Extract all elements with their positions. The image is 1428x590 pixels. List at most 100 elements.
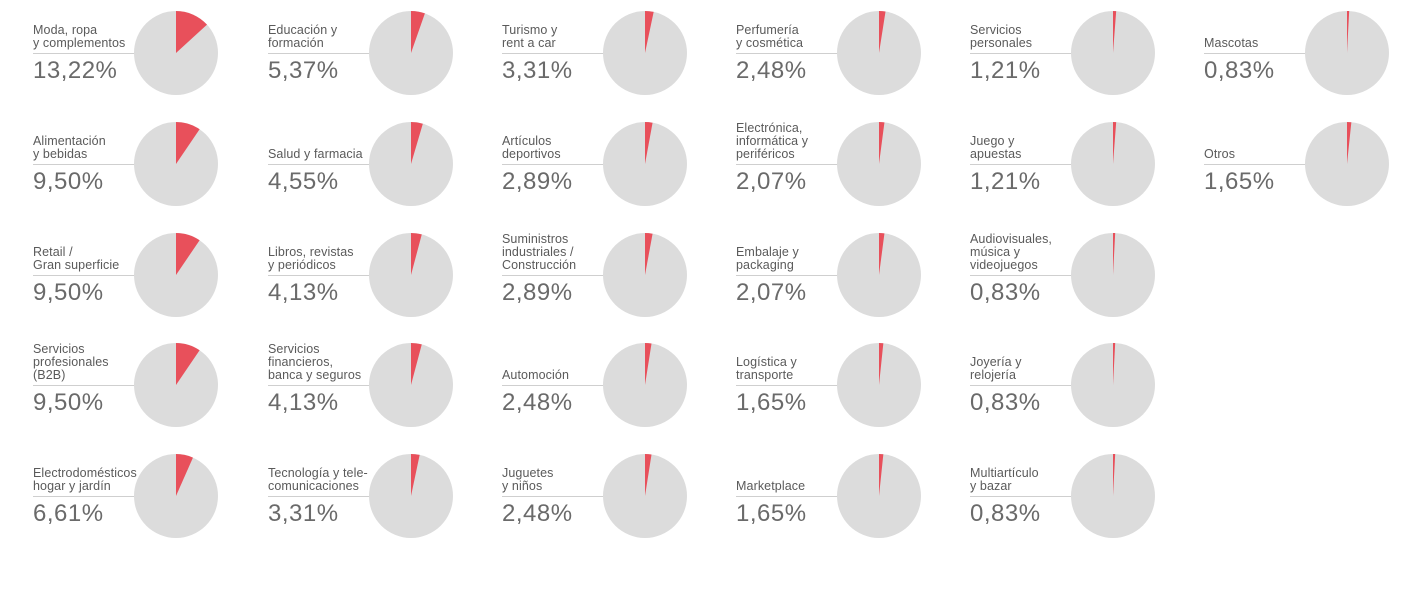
pie-label: Audiovisuales, música y videojuegos: [970, 232, 1053, 272]
pie-chart: [1305, 122, 1389, 206]
pie-item: Servicios financieros, banca y seguros 4,…: [268, 342, 502, 432]
pie-value: 0,83%: [970, 389, 1041, 416]
label-divider: [268, 385, 398, 386]
pie-item: Retail / Gran superficie 9,50%: [33, 232, 267, 322]
pie-item: Electrónica, informática y periféricos 2,…: [736, 121, 970, 211]
pie-slice: [645, 11, 654, 53]
pie-item: Perfumería y cosmética 2,48%: [736, 10, 970, 100]
label-divider: [502, 385, 632, 386]
pie-label: Electrónica, informática y periféricos: [736, 121, 809, 161]
pie-label: Electrodomésticos hogar y jardín: [33, 466, 137, 493]
pie-chart: [134, 11, 218, 95]
pie-value: 6,61%: [33, 500, 104, 527]
label-divider: [736, 275, 866, 276]
pie-item: Salud y farmacia 4,55%: [268, 121, 502, 211]
label-divider: [33, 53, 163, 54]
pie-item: Mascotas 0,83%: [1204, 10, 1428, 100]
pie-chart: [603, 343, 687, 427]
label-divider: [736, 53, 866, 54]
label-divider: [33, 164, 163, 165]
pie-item: Libros, revistas y periódicos 4,13%: [268, 232, 502, 322]
pie-chart: [369, 233, 453, 317]
pie-value: 2,07%: [736, 279, 807, 306]
label-divider: [502, 164, 632, 165]
pie-value: 2,89%: [502, 168, 573, 195]
pie-chart: [1071, 233, 1155, 317]
pie-chart: [837, 232, 921, 317]
pie-item: Logística y transporte 1,65%: [736, 342, 970, 432]
pie-slice: [645, 122, 653, 164]
pie-label: Otros: [1204, 147, 1236, 161]
pie-slice: [645, 343, 652, 385]
pie-label: Educación y formación: [268, 23, 338, 50]
pie-item: Servicios profesionales (B2B) 9,50%: [33, 342, 267, 432]
pie-item: Turismo y rent a car 3,31%: [502, 10, 736, 100]
label-divider: [502, 53, 632, 54]
pie-chart: [134, 343, 218, 427]
pie-value: 4,13%: [268, 389, 339, 416]
pie-slice: [411, 343, 422, 385]
pie-item: Juego y apuestas 1,21%: [970, 121, 1204, 211]
pie-slice: [176, 454, 193, 496]
pie-chart: [603, 122, 687, 206]
pie-item: Juguetes y niños 2,48%: [502, 453, 736, 543]
pie-label: Marketplace: [736, 479, 806, 493]
pie-label: Servicios financieros, banca y seguros: [268, 342, 362, 382]
pie-chart: [603, 233, 687, 317]
pie-label: Servicios personales: [970, 23, 1033, 50]
label-divider: [268, 53, 398, 54]
pie-label: Joyería y relojería: [970, 355, 1022, 382]
pie-value: 2,48%: [736, 57, 807, 84]
label-divider: [1204, 53, 1334, 54]
pie-label: Mascotas: [1204, 36, 1259, 50]
pie-slice: [1113, 122, 1117, 164]
pie-value: 0,83%: [1204, 57, 1275, 84]
pie-slice: [1347, 11, 1350, 53]
pie-value: 0,83%: [970, 500, 1041, 527]
label-divider: [736, 164, 866, 165]
pie-value: 9,50%: [33, 168, 104, 195]
pie-label: Moda, ropa y complementos: [33, 23, 126, 50]
pie-slice: [176, 11, 208, 53]
pie-label: Artículos deportivos: [502, 134, 561, 161]
label-divider: [1204, 164, 1334, 165]
pie-slice: [1113, 454, 1116, 496]
pie-slice: [1113, 10, 1117, 53]
pie-label: Automoción: [502, 368, 570, 382]
pie-item: Multiartículo y bazar 0,83%: [970, 453, 1204, 543]
pie-item: Otros 1,65%: [1204, 121, 1428, 211]
label-divider: [970, 53, 1100, 54]
pie-item: Tecnología y tele- comunicaciones 3,31%: [268, 453, 502, 543]
pie-chart: [837, 11, 921, 95]
pie-chart: [603, 454, 687, 538]
pie-value: 1,65%: [736, 500, 807, 527]
pie-value: 1,65%: [1204, 168, 1275, 195]
pie-slice: [879, 11, 886, 53]
pie-slice: [176, 122, 200, 164]
pie-slice: [645, 233, 653, 275]
label-divider: [33, 385, 163, 386]
pie-label: Embalaje y packaging: [736, 245, 799, 272]
pie-value: 2,48%: [502, 389, 573, 416]
pie-value: 1,21%: [970, 57, 1041, 84]
pie-slice: [176, 233, 200, 275]
label-divider: [268, 275, 398, 276]
label-divider: [502, 496, 632, 497]
pie-label: Salud y farmacia: [268, 147, 363, 161]
pie-label: Juego y apuestas: [970, 134, 1022, 161]
pie-item: Alimentación y bebidas 9,50%: [33, 121, 267, 211]
label-divider: [268, 164, 398, 165]
pie-chart: [1071, 454, 1155, 538]
label-divider: [736, 496, 866, 497]
pie-chart: [1071, 343, 1155, 427]
pie-chart: [369, 343, 453, 427]
pie-chart: [837, 454, 921, 538]
pie-slice: [411, 454, 420, 496]
pie-item: Moda, ropa y complementos 13,22%: [33, 10, 267, 100]
pie-value: 4,55%: [268, 168, 339, 195]
pie-value: 3,31%: [502, 57, 573, 84]
pie-chart: [1071, 10, 1155, 95]
pie-label: Alimentación y bebidas: [33, 134, 106, 161]
pie-item: Embalaje y packaging 2,07%: [736, 232, 970, 322]
